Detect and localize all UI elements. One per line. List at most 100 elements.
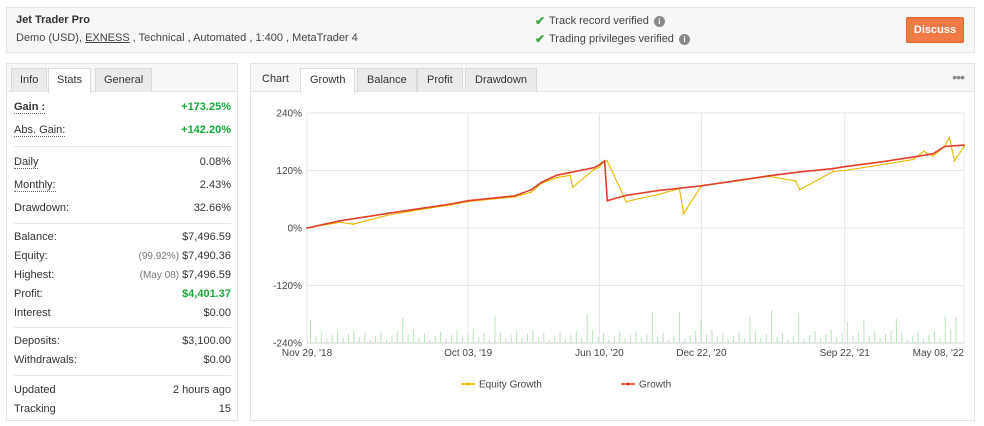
stat-drawdown: Drawdown: 32.66% — [14, 202, 231, 218]
highest-amount: $7,496.59 — [182, 269, 231, 281]
verified-track-label: Track record verified — [549, 15, 649, 27]
volume-bar — [597, 337, 599, 343]
volume-bar — [836, 337, 838, 343]
data-point — [625, 200, 627, 203]
data-point — [598, 163, 601, 166]
x-tick-label: Nov 29, '18 — [282, 348, 333, 359]
data-point — [606, 199, 609, 202]
tab-stats[interactable]: Stats — [48, 68, 92, 93]
y-tick-label: -120% — [273, 281, 302, 292]
broker-link[interactable]: EXNESS — [85, 32, 130, 44]
volume-bar — [532, 330, 534, 343]
volume-bar — [505, 339, 507, 343]
data-point — [767, 174, 770, 177]
volume-bar — [543, 333, 545, 343]
volume-bar — [776, 337, 778, 343]
volume-bar — [754, 331, 756, 343]
equity-note: (99.92%) — [138, 251, 180, 262]
data-point — [540, 181, 543, 184]
data-point — [603, 160, 606, 162]
volume-bar — [657, 337, 659, 343]
data-point — [798, 188, 801, 191]
volume-bar — [673, 336, 675, 343]
volume-bar — [798, 314, 800, 343]
tab-general[interactable]: General — [95, 68, 153, 92]
daily-value: 0.08% — [199, 156, 231, 168]
volume-bar — [575, 331, 577, 343]
monthly-label[interactable]: Monthly: — [14, 179, 56, 192]
highest-note: (May 08) — [139, 270, 180, 281]
stat-gain: Gain : +173.25% — [14, 101, 231, 117]
info-icon[interactable]: i — [678, 33, 690, 45]
tab-balance[interactable]: Balance — [357, 68, 417, 92]
data-point — [625, 194, 627, 197]
data-point — [912, 156, 915, 158]
balance-label: Balance: — [14, 231, 57, 243]
discuss-button[interactable]: Discuss — [906, 17, 964, 43]
volume-bar — [586, 314, 588, 343]
check-icon: ✔ — [535, 32, 546, 46]
balance-value: $7,496.59 — [182, 231, 231, 243]
tab-growth[interactable]: Growth — [300, 68, 356, 93]
volume-bar — [315, 336, 317, 343]
divider — [14, 223, 231, 224]
y-tick-label: 120% — [276, 166, 302, 177]
stat-highest: Highest: (May 08) $7,496.59 — [14, 269, 231, 285]
data-point — [794, 180, 797, 182]
monthly-value: 2.43% — [199, 179, 231, 191]
info-icon[interactable]: i — [653, 15, 665, 27]
more-options-icon[interactable]: ••• — [952, 69, 965, 85]
updated-value: 2 hours ago — [172, 384, 231, 396]
updated-label: Updated — [14, 384, 56, 396]
volume-bar — [499, 332, 501, 343]
volume-bar — [706, 334, 708, 343]
volume-bar — [510, 335, 512, 343]
tab-drawdown[interactable]: Drawdown — [465, 68, 537, 92]
stat-updated: Updated 2 hours ago — [14, 384, 231, 400]
equity-value: (99.92%) $7,490.36 — [138, 250, 231, 262]
volume-bar — [771, 310, 773, 343]
volume-bar — [385, 339, 387, 343]
data-point — [932, 152, 935, 155]
track-record-verified: ✔ Track record verified i — [535, 14, 665, 28]
stat-balance: Balance: $7,496.59 — [14, 231, 231, 247]
meta-prefix: Demo (USD), — [16, 32, 86, 44]
data-point — [339, 219, 341, 222]
volume-bar — [917, 332, 919, 343]
gain-label[interactable]: Gain : — [14, 101, 46, 114]
daily-label[interactable]: Daily — [14, 156, 39, 169]
tab-info[interactable]: Info — [11, 68, 48, 92]
interest-label: Interest — [14, 307, 51, 319]
tab-profit[interactable]: Profit — [417, 68, 463, 92]
stat-deposits: Deposits: $3,100.00 — [14, 335, 231, 351]
stat-profit: Profit: $4,401.37 — [14, 288, 231, 304]
abs-gain-label[interactable]: Abs. Gain: — [14, 124, 66, 137]
volume-bar — [369, 340, 371, 343]
volume-bar — [423, 333, 425, 343]
data-point — [953, 160, 956, 162]
volume-bar — [467, 334, 469, 343]
data-point — [657, 189, 659, 192]
data-point — [385, 214, 388, 217]
stat-monthly: Monthly: 2.43% — [14, 179, 231, 195]
system-header: Jet Trader Pro Demo (USD), EXNESS , Tech… — [6, 7, 975, 53]
volume-bar — [765, 334, 767, 343]
meta-suffix: , Technical , Automated , 1:400 , MetaTr… — [129, 32, 358, 44]
stat-equity: Equity: (99.92%) $7,490.36 — [14, 250, 231, 266]
trading-privileges-verified: ✔ Trading privileges verified i — [535, 32, 690, 46]
volume-bar — [613, 336, 615, 343]
data-point — [948, 137, 951, 139]
stat-tracking: Tracking 15 — [14, 403, 231, 419]
volume-bar — [744, 339, 745, 343]
volume-bar — [608, 340, 610, 343]
tracking-label: Tracking — [14, 403, 56, 415]
volume-bar — [760, 338, 762, 343]
growth-chart: 240% 120% 0% -120% -240%Nov 29, '18 Oct 03, '… — [273, 109, 965, 391]
data-point — [922, 150, 925, 153]
volume-bar — [749, 317, 751, 343]
volume-bar — [950, 330, 952, 343]
stats-tabs: Info Stats General — [7, 64, 237, 93]
volume-bar — [358, 337, 360, 343]
divider — [14, 146, 231, 147]
series-line-equity-growth — [306, 136, 965, 229]
